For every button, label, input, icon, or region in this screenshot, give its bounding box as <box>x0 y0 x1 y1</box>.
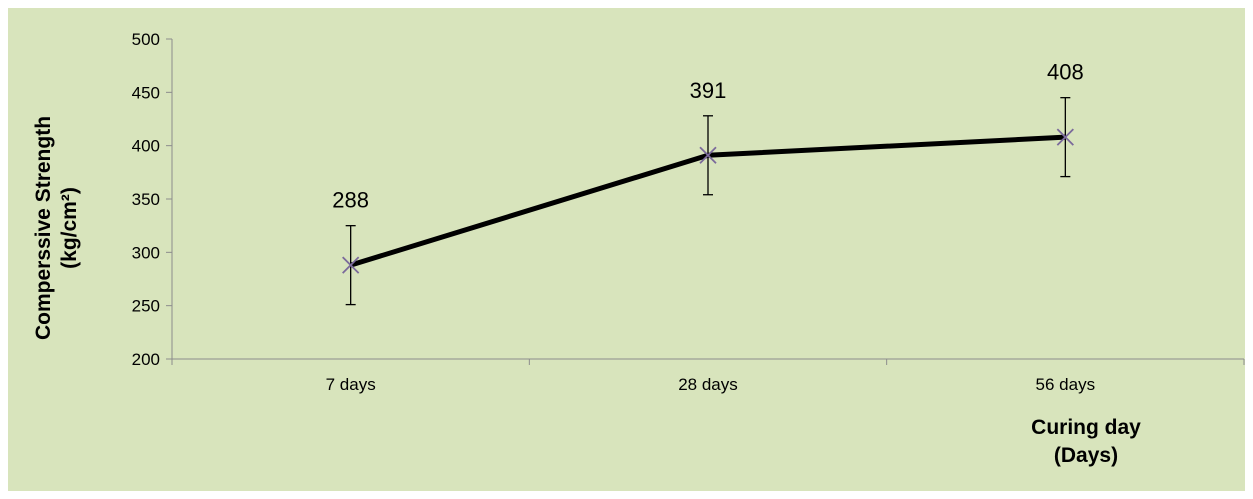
data-point-marker <box>699 146 717 164</box>
y-axis-title-unit: (kg/cm²) <box>58 187 81 269</box>
y-tick-label: 250 <box>132 297 160 316</box>
x-tick-label: 56 days <box>1036 375 1096 394</box>
y-tick-label: 500 <box>132 30 160 49</box>
y-tick-label: 300 <box>132 243 160 262</box>
y-tick-label: 350 <box>132 190 160 209</box>
x-tick-label: 28 days <box>678 375 738 394</box>
x-axis-title: Curing day <box>1031 416 1141 439</box>
x-axis: 7 days 28 days 56 days <box>171 358 1245 394</box>
data-label: 288 <box>332 188 369 213</box>
data-label: 391 <box>690 78 727 103</box>
y-tick-label: 400 <box>132 137 160 156</box>
x-axis-title-unit: (Days) <box>1054 444 1118 467</box>
data-point-marker <box>342 256 360 274</box>
data-markers <box>342 128 1074 274</box>
x-tick-label: 7 days <box>326 375 376 394</box>
data-label: 408 <box>1047 60 1084 85</box>
chart-area: 200 250 300 350 400 450 500 7 days 28 days 56 da… <box>8 8 1245 491</box>
y-axis: 200 250 300 350 400 450 500 <box>132 30 173 369</box>
error-bars <box>345 97 1071 306</box>
data-point-marker <box>1056 128 1074 146</box>
y-tick-label: 450 <box>132 83 160 102</box>
data-labels: 288 391 408 <box>332 60 1083 213</box>
y-tick-label: 200 <box>132 350 160 369</box>
y-axis-title: Comperssive Strength <box>32 116 55 340</box>
line-chart: 200 250 300 350 400 450 500 7 days 28 days 56 da… <box>32 30 1245 467</box>
